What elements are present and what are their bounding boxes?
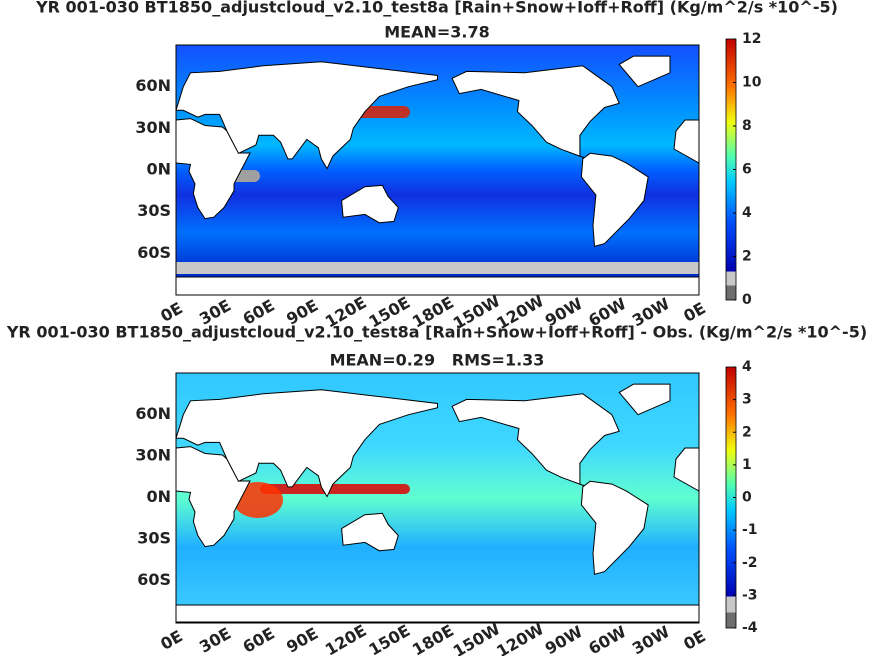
map-feature (233, 482, 283, 518)
lat-label: 60S (137, 570, 171, 589)
lon-label: 30W (629, 622, 673, 656)
lat-label: 30N (135, 118, 171, 137)
lon-label: 150E (365, 621, 413, 656)
lon-label: 90W (542, 622, 586, 656)
lon-label: 60E (240, 624, 278, 656)
lon-label: 60W (585, 622, 629, 656)
colorbar-tick-label: 1 (742, 457, 752, 473)
lat-label: 0N (146, 487, 171, 506)
map-frame (175, 372, 700, 623)
lon-label: 30E (196, 624, 234, 656)
lat-label: 0N (146, 160, 171, 179)
map-panel-2 (175, 372, 700, 624)
colorbar-tick-label: 8 (742, 118, 752, 134)
panel-title: YR 001-030 BT1850_adjustcloud_v2.10_test… (6, 323, 867, 342)
lat-label: 60N (135, 404, 171, 423)
lon-label: 120W (493, 619, 547, 656)
lat-label: 60S (137, 243, 171, 262)
colorbar-tick-label: -1 (742, 522, 758, 538)
colorbar-tick-label: 2 (742, 424, 752, 440)
colorbar-tick-label: -4 (742, 620, 758, 636)
panel-stats: MEAN=0.29 RMS=1.33 (330, 351, 545, 370)
lat-label: 60N (135, 76, 171, 95)
lat-label: 30N (135, 446, 171, 465)
map-feature (260, 484, 410, 494)
colorbar-tick-label: 0 (742, 292, 752, 308)
colorbar-tick-label: -2 (742, 555, 758, 571)
map-feature (176, 262, 699, 274)
colorbar-tick-label: 10 (742, 75, 762, 91)
colorbar-tick-label: 4 (742, 359, 752, 375)
colorbar-tick-label: 4 (742, 205, 752, 221)
lat-label: 30S (137, 201, 171, 220)
colorbar-tick-label: 3 (742, 392, 752, 408)
panel-stats: MEAN=3.78 (384, 23, 490, 42)
colorbar-tick-label: 2 (742, 249, 752, 265)
map-frame (175, 44, 700, 296)
colorbar-tick-label: 12 (742, 31, 761, 47)
colorbar-tick-label: -3 (742, 587, 758, 603)
panel-title: YR 001-030 BT1850_adjustcloud_v2.10_test… (35, 0, 838, 17)
lon-label: 120E (322, 621, 370, 656)
colorbar-tick-label: 0 (742, 490, 752, 506)
lon-label: 0E (157, 626, 186, 653)
colorbar-tick-label: 6 (742, 162, 752, 178)
lon-label: 90E (283, 624, 321, 656)
lon-label: 0E (680, 626, 709, 653)
lat-label: 30S (137, 529, 171, 548)
map-panel-1 (175, 44, 700, 296)
lon-label: 180E (409, 621, 457, 656)
